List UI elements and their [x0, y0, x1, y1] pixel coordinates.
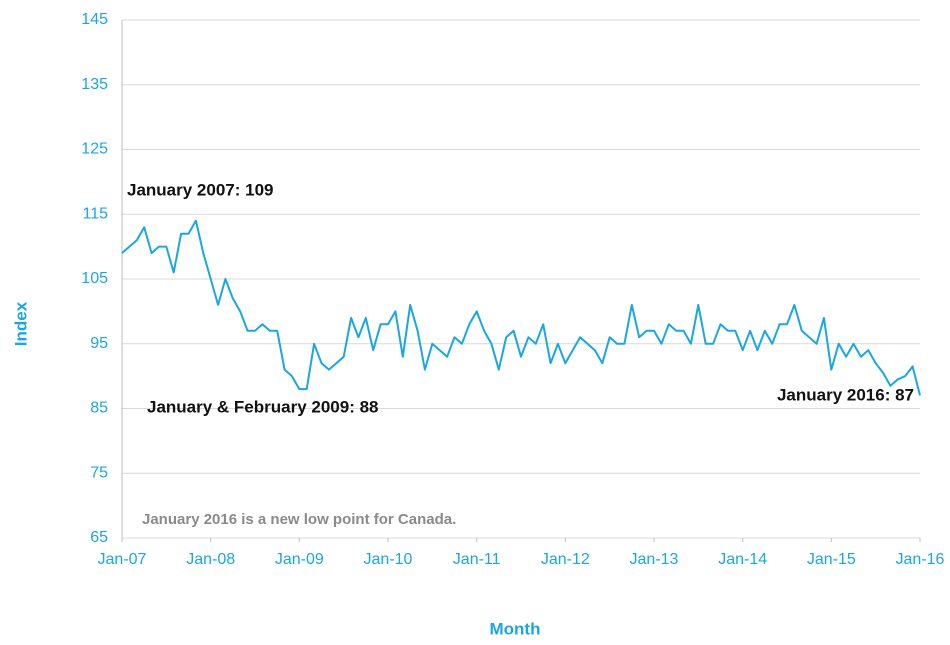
- x-tick-label: Jan-15: [807, 551, 856, 568]
- y-tick-label: 65: [90, 529, 108, 546]
- y-tick-label: 125: [81, 141, 108, 158]
- x-tick-label: Jan-16: [896, 551, 945, 568]
- y-tick-label: 85: [90, 400, 108, 417]
- annotation: January 2016 is a new low point for Cana…: [142, 511, 456, 528]
- annotation: January & February 2009: 88: [147, 397, 379, 416]
- y-tick-label: 145: [81, 11, 108, 28]
- x-tick-label: Jan-09: [275, 551, 324, 568]
- y-axis-label: Index: [11, 301, 30, 346]
- x-tick-label: Jan-13: [630, 551, 679, 568]
- y-tick-label: 115: [82, 205, 108, 222]
- annotation: January 2007: 109: [127, 180, 274, 199]
- line-series: [121, 219, 921, 396]
- x-tick-label: Jan-14: [718, 551, 767, 568]
- x-tick-label: Jan-12: [541, 551, 590, 568]
- y-tick-label: 95: [90, 335, 108, 352]
- x-tick-label: Jan-07: [98, 551, 147, 568]
- y-tick-label: 75: [90, 464, 108, 481]
- x-tick-label: Jan-10: [364, 551, 413, 568]
- x-tick-label: Jan-08: [186, 551, 235, 568]
- annotation: January 2016: 87: [777, 385, 914, 404]
- x-axis-label: Month: [490, 619, 541, 638]
- y-tick-label: 135: [81, 76, 108, 93]
- x-tick-label: Jan-11: [453, 551, 501, 568]
- y-tick-label: 105: [81, 270, 108, 287]
